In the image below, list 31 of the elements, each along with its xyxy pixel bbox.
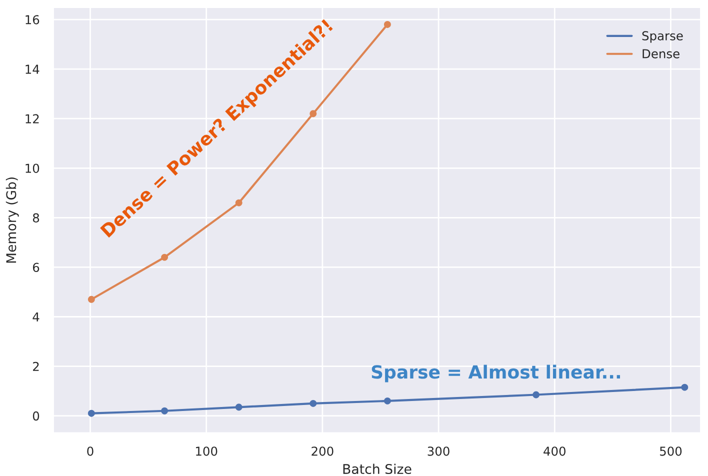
point — [384, 397, 391, 404]
x-tick-label: 500 — [660, 446, 682, 456]
point — [235, 404, 242, 411]
x-tick-label: 200 — [312, 446, 334, 456]
point — [532, 391, 540, 398]
y-tick-label: 16 — [26, 15, 40, 24]
y-tick-label: 0 — [32, 411, 40, 421]
x-tick-label: 0 — [87, 446, 94, 456]
y-tick-label: 4 — [32, 312, 40, 322]
y-tick-label: 8 — [32, 213, 40, 222]
point — [88, 296, 95, 303]
point — [384, 21, 391, 28]
legend-label: Dense — [642, 49, 680, 58]
x-tick-label: 400 — [544, 446, 566, 456]
y-tick-label: 10 — [26, 164, 40, 173]
y-tick-label: 2 — [33, 362, 39, 371]
point — [310, 400, 317, 407]
x-axis-title: Batch Size — [343, 464, 412, 474]
y-axis-title: Memory (Gb) — [6, 177, 19, 263]
point — [161, 407, 168, 414]
x-tick-label: 100 — [196, 446, 218, 456]
point — [88, 410, 95, 417]
point — [161, 254, 168, 261]
point — [235, 199, 242, 206]
annotation: Sparse = Almost linear... — [372, 364, 620, 382]
legend-label: Sparse — [642, 31, 683, 43]
x-tick-label: 300 — [428, 446, 450, 456]
y-tick-label: 6 — [32, 262, 40, 272]
point — [681, 384, 688, 391]
y-tick-label: 14 — [26, 64, 40, 74]
y-tick-label: 12 — [26, 114, 39, 124]
